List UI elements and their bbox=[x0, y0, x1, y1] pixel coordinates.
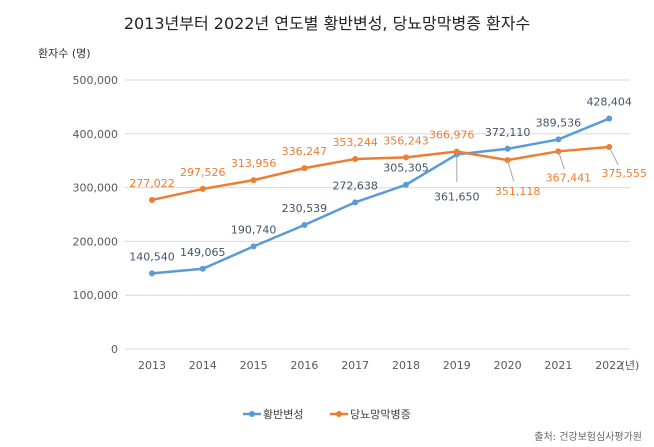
x-tick-label: 2017 bbox=[341, 359, 369, 372]
x-tick-label: 2020 bbox=[494, 359, 522, 372]
data-point bbox=[352, 155, 359, 162]
series-line-1 bbox=[151, 145, 610, 202]
data-point bbox=[250, 243, 257, 250]
x-tick-label: 2018 bbox=[392, 359, 420, 372]
x-tick-label: 2019 bbox=[443, 359, 471, 372]
legend-label: 황반변성 bbox=[263, 408, 303, 421]
data-label: 353,244 bbox=[332, 136, 378, 149]
legend-marker bbox=[336, 411, 342, 417]
y-tick-label: 300,000 bbox=[73, 182, 119, 195]
data-label: 389,536 bbox=[536, 116, 582, 129]
data-point bbox=[250, 177, 257, 184]
x-tick-label: 2016 bbox=[290, 359, 318, 372]
x-tick-label: 2015 bbox=[240, 359, 268, 372]
legend-marker bbox=[249, 411, 255, 417]
data-label: 149,065 bbox=[180, 246, 226, 259]
data-label: 356,243 bbox=[383, 134, 429, 147]
data-point bbox=[149, 196, 155, 203]
data-point bbox=[149, 270, 155, 277]
data-point bbox=[453, 148, 460, 155]
leader-line bbox=[557, 151, 565, 170]
y-tick-label: 400,000 bbox=[73, 128, 119, 141]
y-axis-label: 환자수 (명) bbox=[38, 47, 91, 60]
y-tick-label: 200,000 bbox=[73, 235, 119, 248]
data-label: 336,247 bbox=[282, 145, 328, 158]
data-label: 372,110 bbox=[485, 126, 531, 139]
data-label: 361,650 bbox=[434, 190, 480, 203]
series-line-0 bbox=[151, 117, 610, 275]
data-point bbox=[301, 165, 308, 172]
data-point bbox=[403, 181, 409, 188]
leader-line bbox=[507, 159, 515, 182]
data-point bbox=[504, 145, 511, 152]
data-label: 366,976 bbox=[429, 129, 475, 142]
data-label: 277,022 bbox=[129, 177, 175, 190]
data-point bbox=[606, 115, 613, 122]
data-label: 375,555 bbox=[601, 167, 647, 180]
source-note: 출처: 건강보험심사평가원 bbox=[534, 432, 642, 443]
x-axis-label: (년) bbox=[621, 359, 640, 372]
data-point bbox=[555, 136, 562, 143]
data-label: 272,638 bbox=[332, 179, 378, 192]
data-label: 230,539 bbox=[282, 202, 328, 215]
data-point bbox=[352, 199, 359, 206]
x-tick-label: 2022 bbox=[595, 359, 623, 372]
data-point bbox=[199, 265, 206, 272]
chart-title: 2013년부터 2022년 연도별 황반변성, 당뇨망막병증 환자수 bbox=[123, 14, 531, 33]
legend-label: 당뇨망막병증 bbox=[350, 408, 411, 421]
data-label: 297,526 bbox=[180, 166, 226, 179]
data-point bbox=[199, 185, 206, 192]
data-point bbox=[403, 154, 409, 161]
y-tick-label: 0 bbox=[111, 343, 118, 356]
x-tick-label: 2021 bbox=[544, 359, 572, 372]
leader-line bbox=[608, 146, 619, 166]
x-tick-label: 2014 bbox=[189, 359, 217, 372]
data-label: 351,118 bbox=[495, 185, 541, 198]
y-tick-label: 500,000 bbox=[73, 74, 119, 87]
y-tick-label: 100,000 bbox=[73, 289, 119, 302]
data-label: 367,441 bbox=[546, 171, 592, 184]
data-label: 428,404 bbox=[586, 96, 632, 109]
x-tick-label: 2013 bbox=[138, 359, 166, 372]
data-label: 140,540 bbox=[129, 250, 175, 263]
data-point bbox=[301, 221, 308, 228]
data-label: 305,305 bbox=[383, 162, 429, 175]
data-label: 190,740 bbox=[231, 223, 277, 236]
data-label: 313,956 bbox=[231, 157, 277, 170]
